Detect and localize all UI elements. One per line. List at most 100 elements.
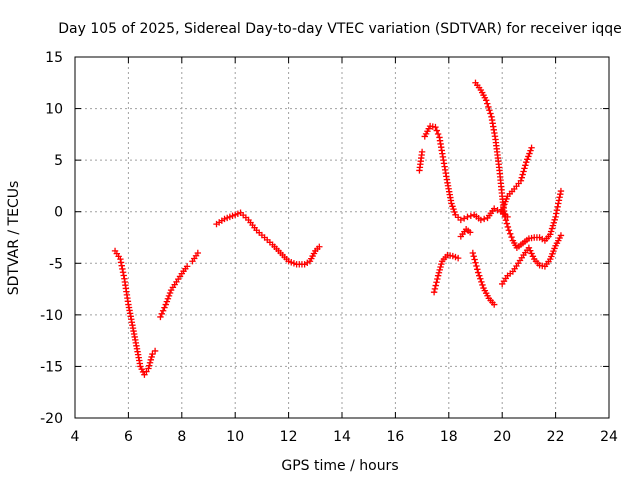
data-point: [277, 249, 290, 263]
series-arc-4: [213, 209, 323, 268]
data-point: [501, 213, 512, 231]
series-arc-1: [111, 247, 159, 378]
data-point: [432, 123, 442, 138]
data-point: [121, 275, 132, 305]
data-point: [438, 253, 449, 265]
y-tick-label: -10: [40, 308, 63, 324]
data-point: [511, 180, 522, 193]
y-tick-label: 15: [45, 50, 63, 66]
x-tick-label: 6: [124, 429, 133, 445]
data-point: [488, 113, 499, 140]
y-tick-label: 10: [45, 102, 63, 118]
data-point: [306, 250, 318, 265]
data-point: [137, 363, 147, 376]
data-point: [496, 167, 506, 197]
series-arc-2: [157, 263, 191, 321]
data-point: [213, 217, 226, 228]
data-point: [480, 284, 491, 299]
data-point: [457, 228, 468, 240]
series-arc-3: [189, 249, 202, 265]
data-point: [229, 210, 242, 220]
data-point: [434, 260, 445, 279]
data-point: [221, 213, 234, 223]
data-points: [111, 79, 565, 378]
x-tick-label: 8: [177, 429, 186, 445]
data-point: [555, 190, 564, 207]
series-arc-11: [499, 232, 565, 288]
y-axis-label: SDTVAR / TECUs: [6, 181, 22, 296]
data-point: [552, 203, 561, 221]
data-point: [285, 258, 298, 267]
series-arc-7: [430, 251, 462, 296]
data-point: [464, 212, 475, 221]
data-point: [449, 252, 459, 261]
data-point: [173, 273, 184, 286]
data-point: [151, 347, 159, 355]
data-point: [477, 86, 489, 101]
data-point: [141, 368, 150, 378]
data-point: [194, 249, 202, 257]
data-point: [490, 301, 498, 308]
series-arc-6: [421, 122, 511, 224]
data-point: [528, 144, 535, 151]
data-point: [293, 261, 306, 268]
x-tick-label: 4: [71, 429, 80, 445]
data-point: [531, 255, 541, 267]
data-point: [178, 265, 189, 277]
chart-title: Day 105 of 2025, Sidereal Day-to-day VTE…: [58, 21, 622, 37]
data-point: [557, 232, 565, 239]
data-point: [482, 97, 494, 117]
x-tick-label: 12: [280, 429, 298, 445]
data-point: [541, 233, 552, 244]
data-point: [499, 275, 509, 288]
series-arc-12: [499, 144, 535, 213]
data-point: [509, 237, 519, 249]
data-point: [513, 243, 523, 252]
y-tick-label: -15: [40, 359, 63, 375]
data-point: [469, 249, 481, 273]
data-point: [312, 245, 321, 255]
data-point: [237, 209, 250, 221]
data-point: [462, 226, 472, 234]
data-point: [245, 216, 258, 231]
data-point: [440, 156, 451, 183]
data-point: [167, 281, 178, 294]
data-point: [430, 275, 441, 296]
data-point: [418, 148, 426, 156]
y-tick-label: -20: [40, 411, 63, 427]
data-point: [536, 234, 546, 243]
plot-frame: [74, 56, 610, 419]
data-point: [531, 234, 541, 241]
data-point: [505, 227, 515, 241]
data-point: [547, 245, 558, 263]
data-point: [436, 134, 447, 161]
data-point: [525, 244, 537, 260]
data-point: [448, 200, 458, 216]
data-point: [189, 252, 200, 265]
data-point: [504, 270, 514, 279]
data-point: [301, 259, 311, 268]
data-point: [157, 304, 168, 321]
data-point: [111, 247, 122, 260]
data-point: [452, 211, 462, 221]
data-point: [504, 188, 516, 200]
data-point: [485, 295, 496, 306]
data-point: [316, 243, 323, 250]
y-tick-label: 5: [54, 153, 63, 169]
y-tick-labels: -20 -15 -10 -5 0 5 10 15: [40, 50, 63, 427]
x-tick-label: 18: [440, 429, 458, 445]
series-arc-9: [469, 249, 498, 308]
x-tick-labels: 4 6 8 10 12 14 16 18 20 22 24: [71, 429, 618, 445]
data-point: [444, 251, 454, 259]
data-point: [269, 241, 282, 255]
data-point: [261, 234, 274, 246]
data-point: [145, 353, 155, 372]
x-axis-label: GPS time / hours: [281, 458, 398, 474]
data-point: [183, 263, 191, 270]
data-point: [499, 195, 510, 213]
data-point: [162, 289, 174, 308]
data-point: [552, 234, 563, 249]
data-point: [557, 187, 565, 195]
data-point: [484, 207, 496, 222]
